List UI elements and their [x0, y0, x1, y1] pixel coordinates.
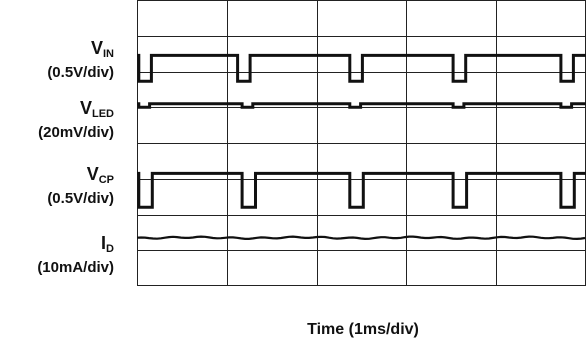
trace-VIN: [137, 53, 586, 83]
trace-layer: [136, 53, 586, 241]
trace-VLED: [137, 102, 586, 109]
channel-name: VIN: [91, 38, 114, 60]
channel-scale: (10mA/div): [37, 259, 114, 276]
channel-label-VCP: VCP (0.5V/div): [47, 164, 114, 207]
channel-name: ID: [101, 233, 114, 255]
channel-name-main: V: [87, 164, 99, 184]
x-axis-label: Time (1ms/div): [307, 321, 419, 338]
channel-name: VCP: [87, 164, 114, 186]
graticule-grid: [137, 0, 586, 286]
channel-name-main: V: [80, 98, 92, 118]
channel-label-ID: ID (10mA/div): [37, 233, 114, 276]
channel-label-VIN: VIN (0.5V/div): [47, 38, 114, 81]
channel-name-subscript: IN: [103, 48, 114, 60]
channel-labels: VIN(0.5V/div)VLED(20mV/div)VCP(0.5V/div)…: [37, 38, 114, 276]
channel-name-subscript: CP: [99, 174, 114, 186]
channel-scale: (20mV/div): [38, 124, 114, 141]
channel-name-subscript: LED: [92, 108, 114, 120]
trace-ID: [136, 235, 586, 241]
channel-name-main: V: [91, 38, 103, 58]
trace-VCP: [137, 171, 586, 209]
channel-scale: (0.5V/div): [47, 190, 114, 207]
channel-name: VLED: [80, 98, 114, 120]
channel-name-subscript: D: [106, 243, 114, 255]
channel-name-main: I: [101, 233, 106, 253]
channel-scale: (0.5V/div): [47, 64, 114, 81]
channel-label-VLED: VLED (20mV/div): [38, 98, 114, 141]
